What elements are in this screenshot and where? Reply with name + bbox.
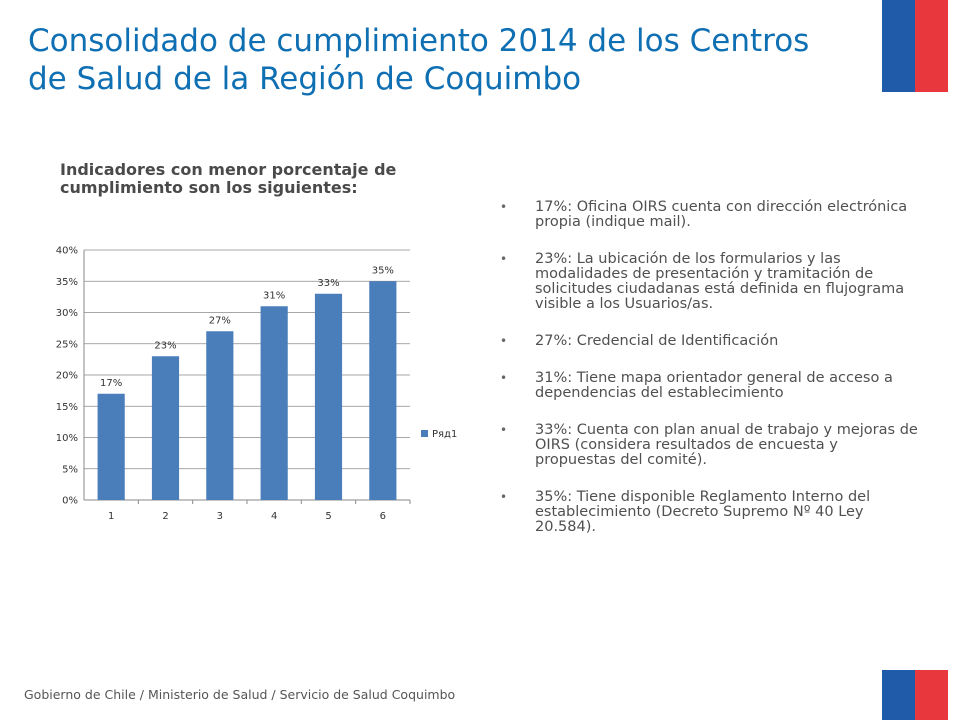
indicator-item: • 31%: Tiene mapa orientador general de a… bbox=[500, 371, 920, 401]
data-label: 27% bbox=[209, 315, 231, 326]
bullet-icon: • bbox=[500, 200, 508, 214]
data-label: 31% bbox=[263, 290, 285, 301]
y-tick-label: 35% bbox=[56, 277, 78, 288]
bar bbox=[206, 331, 234, 500]
flag-blue-stripe bbox=[882, 670, 915, 720]
page-title: Consolidado de cumplimiento 2014 de los … bbox=[28, 22, 858, 98]
bullet-icon: • bbox=[500, 334, 508, 348]
y-tick-label: 5% bbox=[62, 464, 78, 475]
indicator-item: • 35%: Tiene disponible Reglamento Intern… bbox=[500, 490, 920, 535]
indicator-item: • 27%: Credencial de Identificación bbox=[500, 334, 920, 349]
data-label: 17% bbox=[100, 378, 122, 389]
legend-swatch bbox=[421, 430, 428, 437]
chart-subtitle-line-2: cumplimiento son los siguientes: bbox=[60, 178, 358, 197]
data-label: 33% bbox=[317, 278, 339, 289]
flag-blue-stripe bbox=[882, 0, 915, 92]
indicator-item: • 17%: Oficina OIRS cuenta con dirección … bbox=[500, 200, 920, 230]
y-tick-label: 20% bbox=[56, 371, 78, 382]
indicator-text: 35%: Tiene disponible Reglamento Interno… bbox=[535, 489, 871, 535]
chart-subtitle: Indicadores con menor porcentaje de cump… bbox=[60, 161, 460, 197]
bar bbox=[260, 306, 288, 500]
flag-red-stripe bbox=[915, 670, 948, 720]
y-tick-label: 0% bbox=[62, 496, 78, 507]
chile-flag-logo-bottom bbox=[882, 670, 948, 720]
bar bbox=[151, 356, 180, 500]
chile-flag-logo-top bbox=[882, 0, 948, 92]
bullet-icon: • bbox=[500, 252, 508, 266]
indicator-text: 33%: Cuenta con plan anual de trabajo y … bbox=[535, 422, 918, 468]
y-tick-label: 25% bbox=[56, 339, 78, 350]
x-tick-label: 2 bbox=[162, 511, 168, 522]
bar-chart: 0% 5% 10% 15% 20% 25% 30% 35% 40% 17% 1 23% 2 27% 3 31%… bbox=[56, 246, 458, 523]
data-label: 35% bbox=[372, 265, 394, 276]
y-tick-label: 10% bbox=[56, 433, 78, 444]
flag-red-stripe bbox=[915, 0, 948, 92]
legend-label: Ряд1 bbox=[432, 429, 457, 440]
data-label: 23% bbox=[154, 340, 176, 351]
footer-text: Gobierno de Chile / Ministerio de Salud … bbox=[24, 687, 456, 702]
bar bbox=[97, 393, 125, 500]
y-tick-label: 30% bbox=[56, 308, 78, 319]
indicator-text: 27%: Credencial de Identificación bbox=[535, 333, 779, 349]
indicator-item: • 23%: La ubicación de los formularios y … bbox=[500, 252, 920, 312]
indicator-text: 17%: Oficina OIRS cuenta con dirección e… bbox=[535, 199, 908, 230]
indicator-list: • 17%: Oficina OIRS cuenta con dirección … bbox=[500, 200, 920, 557]
x-tick-label: 1 bbox=[108, 511, 114, 522]
y-tick-label: 40% bbox=[56, 246, 78, 257]
indicator-item: • 33%: Cuenta con plan anual de trabajo y… bbox=[500, 423, 920, 468]
x-tick-label: 6 bbox=[380, 511, 386, 522]
bullet-icon: • bbox=[500, 371, 508, 385]
x-tick-label: 3 bbox=[217, 511, 223, 522]
bullet-icon: • bbox=[500, 423, 508, 437]
x-tick-label: 4 bbox=[271, 511, 277, 522]
page-title-line-2: de Salud de la Región de Coquimbo bbox=[28, 61, 582, 97]
bar bbox=[369, 281, 397, 500]
chart-subtitle-line-1: Indicadores con menor porcentaje de bbox=[60, 160, 397, 179]
indicator-text: 23%: La ubicación de los formularios y l… bbox=[535, 251, 905, 312]
indicator-text: 31%: Tiene mapa orientador general de ac… bbox=[535, 370, 893, 401]
bullet-icon: • bbox=[500, 490, 508, 504]
y-tick-label: 15% bbox=[56, 402, 78, 413]
bar bbox=[314, 293, 343, 500]
x-tick-label: 5 bbox=[325, 511, 331, 522]
page-title-line-1: Consolidado de cumplimiento 2014 de los … bbox=[28, 23, 810, 59]
